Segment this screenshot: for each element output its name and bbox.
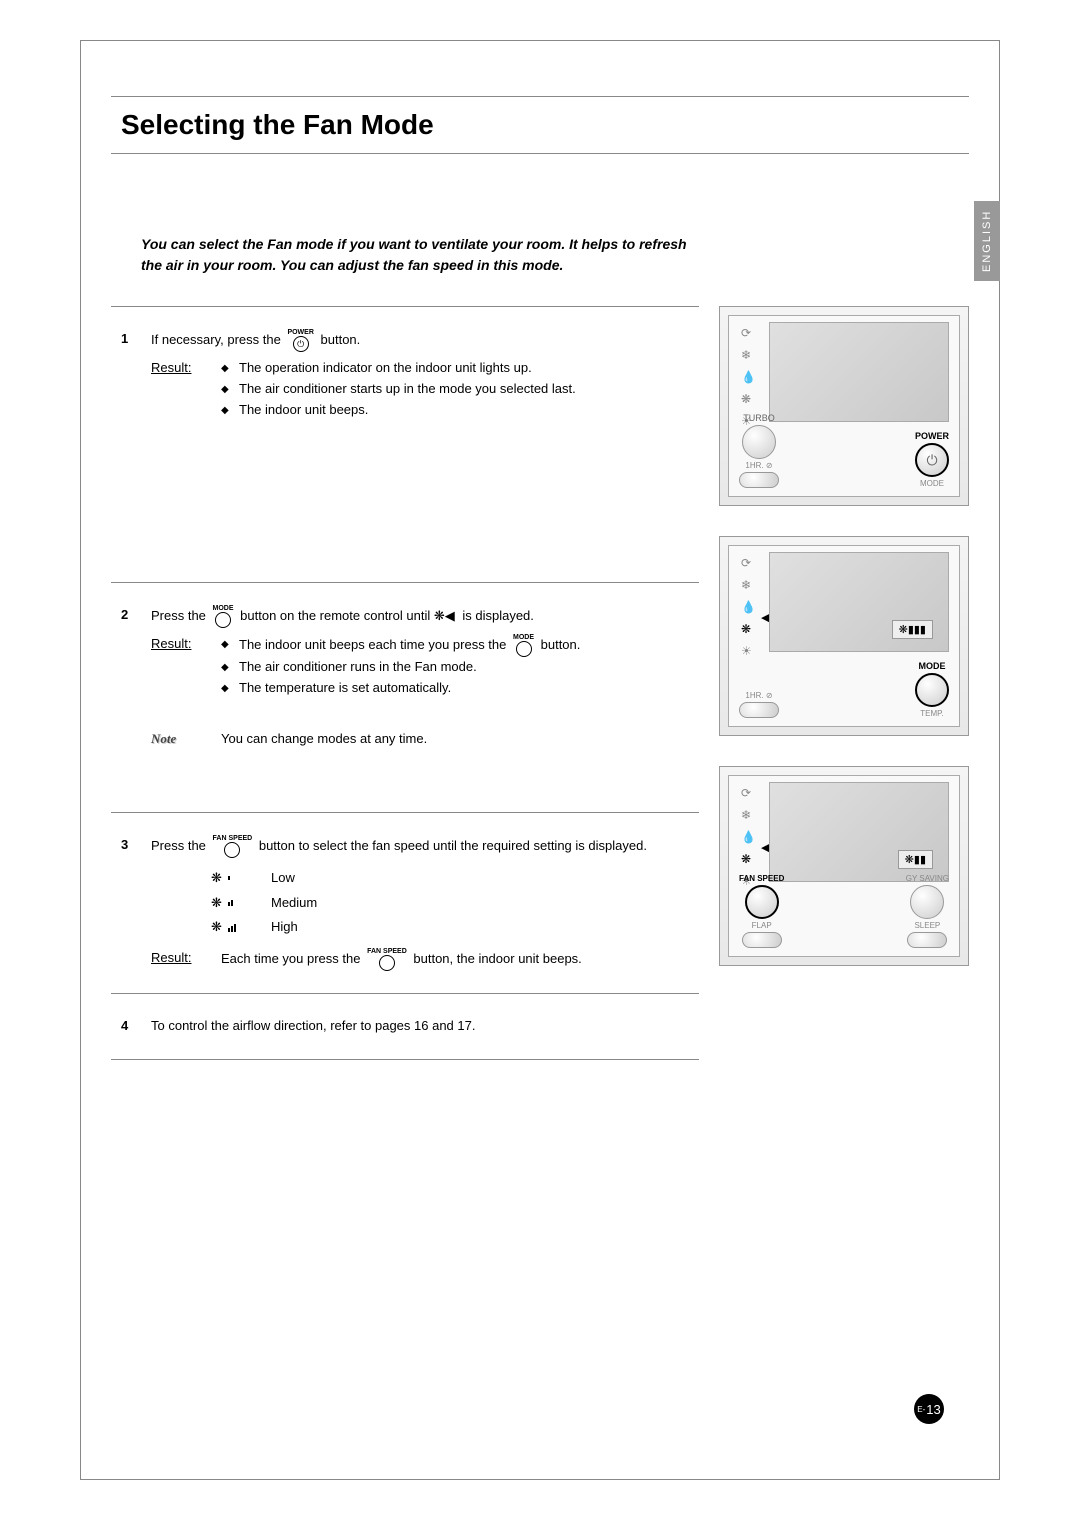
remote-figure-fanspeed: ⟳ ❄ 💧 ❋ ☀ ◀ ❋▮▮ FAN SPEED FLA (719, 766, 969, 966)
note-text: You can change modes at any time. (221, 729, 427, 750)
step-number: 2 (121, 605, 151, 789)
speed-high: ❋ High (211, 917, 699, 938)
step-body: Press the MODE button on the remote cont… (151, 605, 699, 789)
turbo-button (742, 425, 776, 459)
cool-icon: ❄ (741, 808, 756, 822)
step-text: To control the airflow direction, refer … (151, 1018, 475, 1033)
result-item: The air conditioner runs in the Fan mode… (221, 657, 699, 678)
power-button: ⏻ (915, 443, 949, 477)
fanspeed-button (745, 885, 779, 919)
mode-button-icon: MODE (213, 605, 234, 628)
mode-icon (215, 612, 231, 628)
result-item: The air conditioner starts up in the mod… (221, 379, 699, 400)
cool-icon: ❄ (741, 348, 756, 362)
saving-label: GY SAVING (906, 874, 949, 883)
auto-icon: ⟳ (741, 326, 756, 340)
page-title: Selecting the Fan Mode (121, 109, 969, 141)
hr-button (739, 472, 779, 488)
step-text: is displayed. (462, 608, 534, 623)
step-number: 3 (121, 835, 151, 971)
remote-screen: ❋▮▮▮ (769, 552, 949, 652)
mode-icon-stack: ⟳ ❄ 💧 ❋ ☀ (741, 786, 756, 888)
auto-icon: ⟳ (741, 556, 756, 570)
result-list: The operation indicator on the indoor un… (221, 358, 699, 420)
page-number: E-13 (914, 1394, 944, 1424)
step-3: 3 Press the FAN SPEED button to select t… (111, 812, 699, 993)
step-text: Press the (151, 608, 210, 623)
power-button-icon: POWER ⏻ (287, 329, 313, 352)
result-item: The indoor unit beeps each time you pres… (221, 634, 699, 657)
step-text: button. (321, 332, 361, 347)
manual-page: Selecting the Fan Mode ENGLISH You can s… (80, 40, 1000, 1480)
step-text: button on the remote control until (240, 608, 434, 623)
step-text: button to select the fan speed until the… (259, 838, 647, 853)
heat-icon: ☀ (741, 644, 756, 658)
language-tab: ENGLISH (974, 201, 1000, 281)
temp-label: TEMP. (920, 709, 943, 718)
intro-text: You can select the Fan mode if you want … (141, 234, 701, 276)
cool-icon: ❄ (741, 578, 756, 592)
result-item: The temperature is set automatically. (221, 678, 699, 699)
step-4: 4 To control the airflow direction, refe… (111, 993, 699, 1060)
content-area: 1 If necessary, press the POWER ⏻ button… (111, 306, 969, 1060)
fanspeed-label: FAN SPEED (739, 874, 784, 883)
dry-icon: 💧 (741, 600, 756, 614)
step-body: Press the FAN SPEED button to select the… (151, 835, 699, 971)
step-1: 1 If necessary, press the POWER ⏻ button… (111, 306, 699, 582)
sleep-label: SLEEP (914, 921, 940, 930)
remote-figure-mode: ⟳ ❄ 💧 ❋ ☀ ◀ ❋▮▮▮ 1HR. ⊘ (719, 536, 969, 736)
remote-figure-power: ⟳ ❄ 💧 ❋ ☀ TURBO 1HR. ⊘ (719, 306, 969, 506)
result-label: Result: (151, 358, 221, 420)
mode-button-icon: MODE (513, 634, 534, 657)
flap-label: FLAP (752, 921, 772, 930)
saving-button (910, 885, 944, 919)
remote-screen (769, 322, 949, 422)
fan-speed-list: ❋ Low ❋ Medium ❋ High (211, 868, 699, 938)
auto-icon: ⟳ (741, 786, 756, 800)
turbo-label: TURBO (743, 413, 775, 423)
illustrations-column: ⟳ ❄ 💧 ❋ ☀ TURBO 1HR. ⊘ (719, 306, 969, 1060)
fan-icon: ❋ (741, 392, 756, 406)
step-number: 1 (121, 329, 151, 560)
result-label: Result: (151, 948, 221, 971)
mode-icon-stack: ⟳ ❄ 💧 ❋ ☀ (741, 556, 756, 658)
mode-button (915, 673, 949, 707)
result-item: The operation indicator on the indoor un… (221, 358, 699, 379)
power-icon: ⏻ (293, 336, 309, 352)
screen-fan-icon: ❋▮▮▮ (892, 620, 933, 639)
dry-icon: 💧 (741, 830, 756, 844)
step-text: Press the (151, 838, 210, 853)
fan-icon: ❋ (741, 852, 756, 866)
hr-button (739, 702, 779, 718)
power-label: POWER (915, 431, 949, 441)
step-body: If necessary, press the POWER ⏻ button. … (151, 329, 699, 560)
title-bar: Selecting the Fan Mode (111, 96, 969, 154)
fan-mode-icon: ❋◀ (434, 608, 455, 623)
speed-low: ❋ Low (211, 868, 699, 889)
step-text: If necessary, press the (151, 332, 284, 347)
dry-icon: 💧 (741, 370, 756, 384)
flap-button (742, 932, 782, 948)
hr-label: 1HR. ⊘ (745, 691, 772, 700)
result-list: The indoor unit beeps each time you pres… (221, 634, 699, 699)
screen-fan-icon: ❋▮▮ (898, 850, 933, 869)
fanspeed-button-icon: FAN SPEED (213, 835, 253, 858)
note-label: Note (151, 729, 221, 750)
step-2: 2 Press the MODE button on the remote co… (111, 582, 699, 811)
result-text: Each time you press the FAN SPEED button… (221, 948, 582, 971)
fan-icon: ❋ (741, 622, 756, 636)
fanspeed-icon (224, 842, 240, 858)
steps-column: 1 If necessary, press the POWER ⏻ button… (111, 306, 719, 1060)
remote-screen: ❋▮▮ (769, 782, 949, 882)
hr-label: 1HR. ⊘ (745, 461, 772, 470)
step-body: To control the airflow direction, refer … (151, 1016, 699, 1037)
fanspeed-button-icon: FAN SPEED (367, 948, 407, 971)
result-item: The indoor unit beeps. (221, 400, 699, 421)
speed-medium: ❋ Medium (211, 893, 699, 914)
mode-label: MODE (919, 661, 946, 671)
mode-sub-label: MODE (920, 479, 944, 488)
step-number: 4 (121, 1016, 151, 1037)
sleep-button (907, 932, 947, 948)
result-label: Result: (151, 634, 221, 699)
